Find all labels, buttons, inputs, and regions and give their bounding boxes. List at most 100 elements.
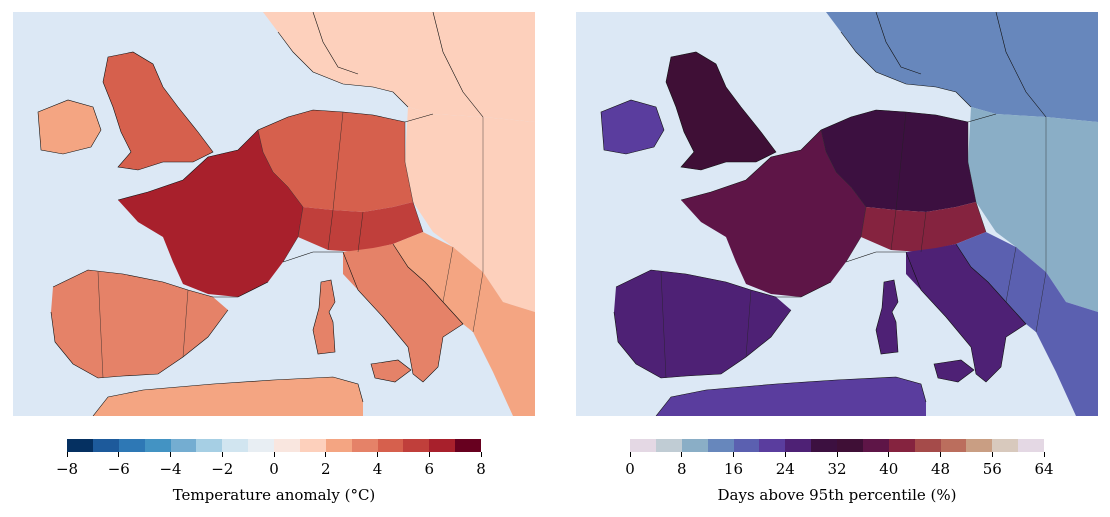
region-eastern-europe: [968, 107, 1098, 312]
hot-days-borders: [660, 111, 1047, 379]
region-balkans: [956, 232, 1098, 416]
tick-label: −2: [211, 460, 234, 478]
tick-label: 6: [424, 460, 435, 478]
region-scandinavia: [263, 12, 535, 122]
tick-mark: [888, 452, 890, 457]
temperature-colorbar-ticks: −8 −6 −4 −2 0 2 4 6 8: [56, 452, 486, 478]
tick-label: 56: [982, 460, 1002, 478]
temperature-colorbar-segment: [299, 439, 326, 452]
region-corsica-sardinia: [876, 280, 898, 354]
region-balkans: [393, 232, 535, 416]
coast-iberia-south: [613, 309, 792, 379]
hot-days-map: [576, 12, 1098, 416]
border-lines: [660, 111, 1047, 379]
coast-north-africa: [92, 376, 364, 416]
tick-label: 2: [320, 460, 331, 478]
tick-label: 48: [930, 460, 951, 478]
temperature-map-svg: [37, 12, 535, 416]
tick-label: 40: [879, 460, 899, 478]
temperature-colorbar-segment: [248, 439, 274, 452]
coast-ireland: [600, 99, 665, 155]
region-ireland: [601, 100, 664, 154]
region-france: [118, 130, 303, 297]
region-corsica-sardinia: [313, 280, 335, 354]
hot-days-colorbar-segment: [811, 439, 837, 452]
tick-mark: [733, 452, 734, 457]
coast-italy: [282, 243, 464, 383]
temperature-colorbar: [67, 439, 481, 452]
hot-days-coastlines: [600, 12, 1047, 416]
hot-days-colorbar-segment: [862, 439, 889, 452]
tick-mark: [170, 452, 171, 457]
tick-mark: [480, 452, 482, 457]
region-sicily: [934, 360, 974, 382]
temperature-colorbar-segment: [274, 439, 300, 452]
temperature-land-layer: [38, 12, 535, 416]
hot-days-land-layer: [601, 12, 1098, 416]
hot-days-colorbar-ticks: 0 8 16 24 32 40 48 56 64: [625, 452, 1054, 478]
region-benelux-germany: [821, 110, 976, 212]
tick-label: 24: [775, 460, 795, 478]
tick-label: 0: [625, 460, 635, 478]
temperature-anomaly-map: [13, 12, 535, 416]
hot-days-colorbar-segment: [888, 439, 915, 452]
border-lines: [97, 111, 484, 379]
tick-mark: [273, 452, 275, 457]
coast-scandinavia: [840, 12, 1047, 118]
coast-continent-west: [615, 109, 997, 298]
temperature-colorbar-segment: [403, 439, 430, 452]
tick-mark: [118, 452, 120, 457]
tick-mark: [428, 452, 430, 457]
coast-britain: [102, 51, 214, 171]
tick-mark: [66, 452, 68, 457]
coast-islands: [875, 279, 975, 383]
temperature-colorbar-segment: [222, 439, 249, 452]
tick-label: 0: [269, 460, 279, 478]
tick-mark: [1043, 452, 1045, 457]
region-britain: [666, 52, 776, 170]
coast-britain: [665, 51, 777, 171]
tick-label: 4: [372, 460, 383, 478]
coast-scandinavia: [277, 12, 484, 118]
hot-days-colorbar-segment: [630, 439, 656, 452]
region-italy: [343, 244, 463, 382]
temperature-colorbar-segment: [351, 439, 378, 452]
hot-days-colorbar-segment: [681, 439, 708, 452]
temperature-colorbar-segment: [325, 439, 352, 452]
temperature-colorbar-segment: [196, 439, 223, 452]
coast-iberia-south: [50, 309, 229, 379]
coast-continent-west: [52, 109, 434, 298]
hot-days-colorbar-segment: [655, 439, 682, 452]
hot-days-colorbar-segment: [940, 439, 967, 452]
tick-mark: [836, 452, 838, 457]
temperature-colorbar-segment: [429, 439, 456, 452]
hot-days-colorbar-segment: [759, 439, 786, 452]
hot-days-colorbar: [630, 439, 1044, 452]
temperature-colorbar-segment: [118, 439, 145, 452]
region-north-africa: [93, 377, 363, 416]
temperature-colorbar-segment: [67, 439, 93, 452]
tick-mark: [377, 452, 378, 457]
tick-label: 16: [723, 460, 744, 478]
temperature-colorbar-segment: [455, 439, 481, 452]
tick-label: 32: [827, 460, 847, 478]
region-north-africa: [656, 377, 926, 416]
tick-mark: [325, 452, 327, 457]
hot-days-colorbar-segment: [707, 439, 734, 452]
hot-days-colorbar-segment: [966, 439, 993, 452]
temperature-colorbar-segment: [377, 439, 404, 452]
coast-north-africa: [655, 376, 927, 416]
tick-mark: [629, 452, 631, 457]
tick-mark: [940, 452, 941, 457]
tick-mark: [784, 452, 786, 457]
coast-italy: [845, 243, 1027, 383]
temperature-colorbar-label: Temperature anomaly (°C): [172, 486, 376, 504]
tick-label: 8: [476, 460, 486, 478]
tick-label: −4: [159, 460, 182, 478]
temperature-colorbar-segment: [170, 439, 197, 452]
hot-days-colorbar-segment: [914, 439, 941, 452]
region-britain: [103, 52, 213, 170]
hot-days-map-svg: [600, 12, 1098, 416]
region-france: [681, 130, 866, 297]
